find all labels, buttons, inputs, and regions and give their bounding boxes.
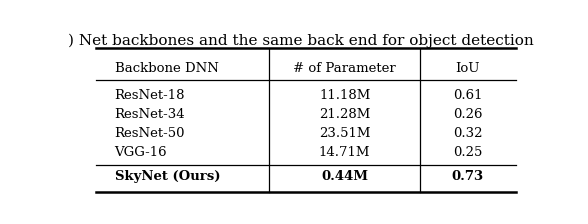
Text: ResNet-34: ResNet-34 [115,108,185,121]
Text: IoU: IoU [456,62,480,75]
Text: ResNet-50: ResNet-50 [115,127,185,140]
Text: 0.44M: 0.44M [321,170,368,183]
Text: 0.26: 0.26 [453,108,482,121]
Text: # of Parameter: # of Parameter [293,62,396,75]
Text: 0.25: 0.25 [453,146,482,159]
Text: 14.71M: 14.71M [319,146,370,159]
Text: 0.32: 0.32 [453,127,482,140]
Text: 0.73: 0.73 [452,170,484,183]
Text: ResNet-18: ResNet-18 [115,89,185,102]
Text: Backbone DNN: Backbone DNN [115,62,218,75]
Text: 21.28M: 21.28M [319,108,370,121]
Text: ) Net backbones and the same back end for object detection: ) Net backbones and the same back end fo… [68,34,534,48]
Text: 0.61: 0.61 [453,89,482,102]
Text: 23.51M: 23.51M [319,127,370,140]
Text: 11.18M: 11.18M [319,89,370,102]
Text: SkyNet (Ours): SkyNet (Ours) [115,170,220,183]
Text: VGG-16: VGG-16 [115,146,167,159]
